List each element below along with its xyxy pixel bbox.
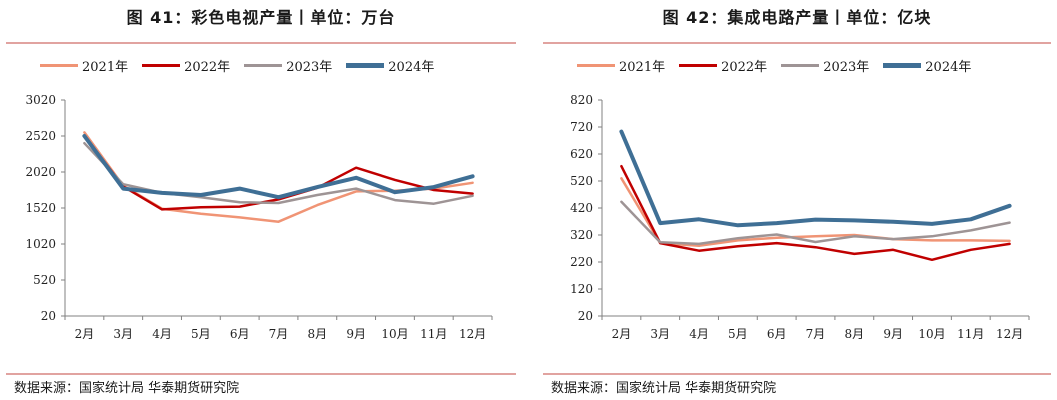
legend-swatch-2022 xyxy=(142,64,181,67)
chart-legend: 2021年 2022年 2023年 2024年 xyxy=(577,56,971,75)
y-tick-label: 2020 xyxy=(25,165,56,179)
series-line-2021 xyxy=(83,131,474,223)
chart-title: 图 42：集成电路产量丨单位：亿块 xyxy=(662,8,932,27)
x-tick-label: 5月 xyxy=(191,327,211,341)
x-tick-label: 6月 xyxy=(230,327,250,341)
x-tick-label: 10月 xyxy=(918,327,945,341)
x-tick-label: 5月 xyxy=(728,327,748,341)
x-tick-label: 8月 xyxy=(307,327,327,341)
legend-item-2021: 2021年 xyxy=(40,56,128,75)
y-tick-label: 120 xyxy=(570,282,593,296)
x-tick-label: 6月 xyxy=(767,327,787,341)
x-tick-label: 4月 xyxy=(689,327,709,341)
legend-swatch-2023 xyxy=(781,64,820,67)
chart-legend: 2021年 2022年 2023年 2024年 xyxy=(40,56,434,75)
legend-swatch-2024 xyxy=(346,63,385,68)
series-line-2021 xyxy=(620,177,1011,248)
y-tick-label: 3020 xyxy=(25,93,56,107)
source-note: 数据来源：国家统计局 华泰期货研究院 xyxy=(551,381,777,396)
x-tick-label: 7月 xyxy=(269,327,289,341)
source-note: 数据来源：国家统计局 华泰期货研究院 xyxy=(14,381,240,396)
x-tick-label: 3月 xyxy=(113,327,133,341)
legend-swatch-2022 xyxy=(679,64,718,67)
series-line-2023 xyxy=(83,141,474,205)
y-tick-label: 520 xyxy=(33,273,56,287)
series-line-2022 xyxy=(620,164,1011,262)
legend-label-2023: 2023年 xyxy=(286,60,333,75)
legend-item-2021: 2021年 xyxy=(577,56,665,75)
legend-swatch-2021 xyxy=(40,64,78,67)
legend-item-2022: 2022年 xyxy=(679,56,767,75)
series-line-2022 xyxy=(83,134,474,211)
x-tick-label: 7月 xyxy=(806,327,826,341)
legend-label-2023: 2023年 xyxy=(823,60,870,75)
line-chart-ic-production: 820 720 620 520 420 320 220 120 20 2月 3月 4月 5月 6月 7月 8月… xyxy=(570,93,1030,341)
y-tick-label: 20 xyxy=(41,309,56,323)
x-tick-label: 10月 xyxy=(381,327,408,341)
line-chart-tv-production: 3020 2520 2020 1520 1020 520 20 2月 3月 4月 5月 6月 7月 8月 9… xyxy=(25,93,493,341)
x-tick-label: 12月 xyxy=(459,327,486,341)
source-divider xyxy=(6,373,516,375)
legend-item-2022: 2022年 xyxy=(142,56,230,75)
y-tick-label: 620 xyxy=(570,147,593,161)
chart-title: 图 41：彩色电视产量丨单位：万台 xyxy=(126,8,396,27)
y-tick-label: 420 xyxy=(570,201,593,215)
x-tick-label: 9月 xyxy=(346,327,366,341)
series-line-2024 xyxy=(82,134,475,200)
series-line-2023 xyxy=(620,200,1011,246)
x-tick-label: 11月 xyxy=(957,327,984,341)
title-divider xyxy=(543,42,1051,44)
legend-item-2024: 2024年 xyxy=(346,56,434,75)
y-tick-label: 20 xyxy=(578,309,593,323)
y-tick-label: 1520 xyxy=(25,201,56,215)
x-tick-label: 11月 xyxy=(420,327,447,341)
legend-label-2021: 2021年 xyxy=(619,60,666,75)
source-divider xyxy=(543,373,1051,375)
legend-label-2022: 2022年 xyxy=(184,60,231,75)
legend-item-2023: 2023年 xyxy=(244,56,332,75)
y-tick-label: 220 xyxy=(570,255,593,269)
x-tick-label: 8月 xyxy=(844,327,864,341)
y-tick-label: 2520 xyxy=(25,129,56,143)
y-tick-label: 320 xyxy=(570,228,593,242)
y-tick-label: 1020 xyxy=(25,237,56,251)
x-tick-label: 3月 xyxy=(650,327,670,341)
legend-swatch-2023 xyxy=(244,64,283,67)
legend-label-2022: 2022年 xyxy=(721,60,768,75)
y-tick-label: 820 xyxy=(570,93,593,107)
x-tick-label: 2月 xyxy=(75,327,95,341)
y-tick-label: 720 xyxy=(570,120,593,134)
chart-panel-tv: 图 41：彩色电视产量丨单位：万台 2021年 2022年 2023年 2024… xyxy=(0,0,522,400)
title-divider xyxy=(6,42,516,44)
x-tick-label: 9月 xyxy=(883,327,903,341)
x-tick-label: 2月 xyxy=(612,327,632,341)
legend-item-2023: 2023年 xyxy=(781,56,869,75)
x-tick-label: 4月 xyxy=(152,327,172,341)
legend-item-2024: 2024年 xyxy=(883,56,971,75)
x-tick-label: 12月 xyxy=(996,327,1023,341)
chart-panel-ic: 图 42：集成电路产量丨单位：亿块 2021年 2022年 2023年 2024… xyxy=(537,0,1057,400)
series-line-2024 xyxy=(619,129,1012,228)
legend-label-2024: 2024年 xyxy=(925,60,972,75)
legend-label-2021: 2021年 xyxy=(82,60,129,75)
legend-swatch-2021 xyxy=(577,64,615,67)
y-tick-label: 520 xyxy=(570,174,593,188)
legend-swatch-2024 xyxy=(883,63,922,68)
legend-label-2024: 2024年 xyxy=(388,60,435,75)
